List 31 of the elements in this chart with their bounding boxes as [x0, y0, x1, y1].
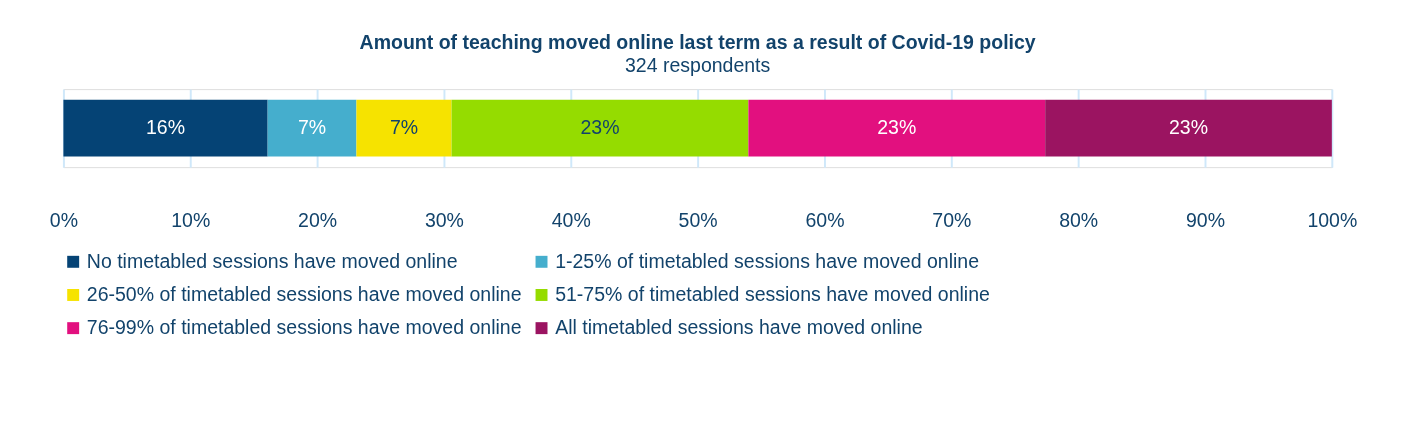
x-tick-label: 30%	[424, 209, 464, 232]
x-tick-label: 20%	[298, 209, 338, 232]
data-label: 7%	[389, 115, 419, 138]
data-label: 23%	[877, 115, 917, 138]
x-tick-label: 100%	[1307, 209, 1358, 232]
legend-label: All timetabled sessions have moved online	[555, 316, 923, 338]
legend-label: No timetabled sessions have moved online	[86, 249, 458, 272]
bar	[356, 99, 452, 157]
x-tick-label: 70%	[932, 209, 972, 232]
data-label: 16%	[146, 115, 186, 138]
x-tick-label: 60%	[805, 209, 845, 232]
legend-label: 26-50% of timetabled sessions have moved online	[86, 282, 522, 305]
data-label: 23%	[1169, 115, 1209, 138]
x-tick-label: 80%	[1059, 209, 1099, 232]
legend-label: 1-25% of timetabled sessions have moved online	[555, 249, 980, 272]
data-label: 7%	[297, 115, 327, 138]
legend-label: 51-75% of timetabled sessions have moved online	[555, 282, 990, 305]
bar	[451, 99, 749, 157]
chart-title: Amount of teaching moved online last term as a result of Covid-19 policy	[359, 31, 1036, 54]
data-label: 23%	[580, 115, 620, 138]
x-tick-label: 90%	[1185, 209, 1226, 232]
chart-subtitle: 324 respondents	[624, 53, 771, 76]
bar	[63, 99, 268, 157]
bar	[1045, 99, 1332, 157]
bar	[267, 99, 357, 157]
bar	[748, 99, 1046, 157]
x-tick-label: 0%	[49, 209, 78, 232]
legend-label: 76-99% of timetabled sessions have moved online	[86, 316, 522, 338]
x-tick-label: 50%	[678, 209, 718, 232]
x-tick-label: 10%	[171, 209, 211, 232]
x-tick-label: 40%	[551, 209, 591, 232]
